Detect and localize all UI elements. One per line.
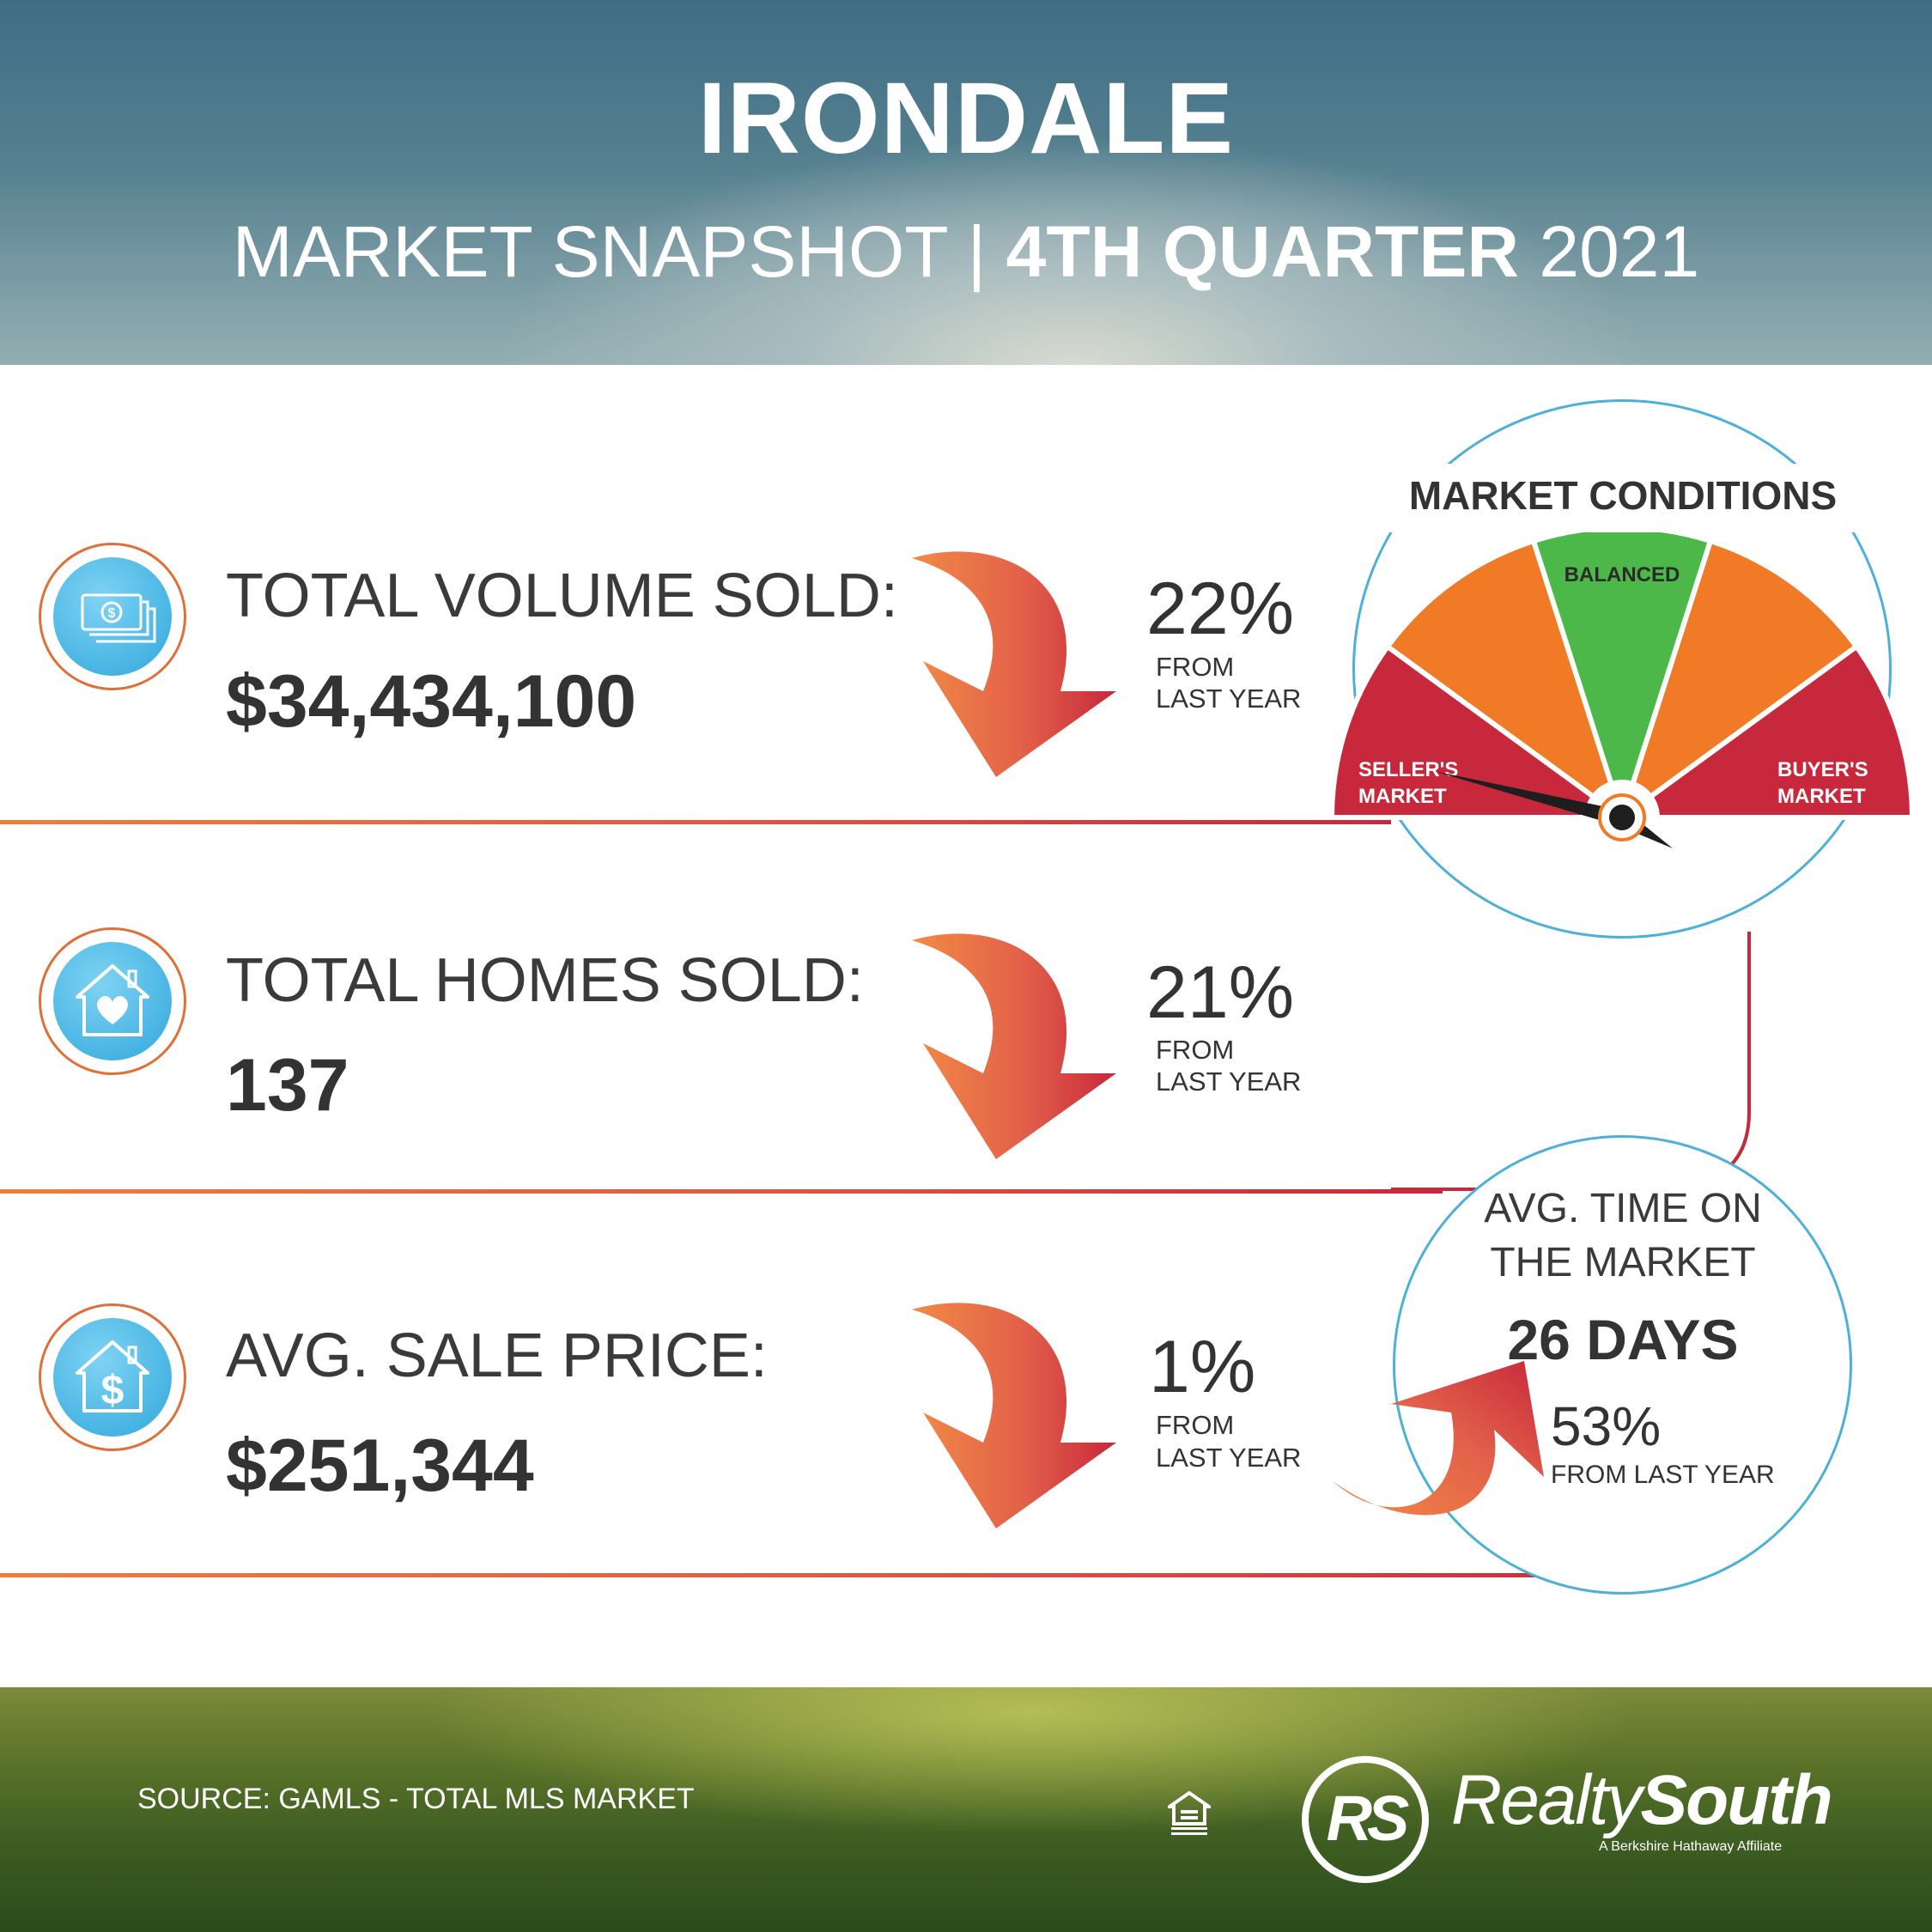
gauge-label-sellers-2: MARKET [1358,785,1447,808]
gauge-label-balanced: BALANCED [1564,563,1680,586]
total-homes-value: 137 [226,1044,349,1127]
total-homes-from: FROM [1156,1035,1235,1065]
subtitle-text: MARKET SNAPSHOT | [232,211,1006,292]
house-dollar-icon: $ [39,1303,186,1451]
row-divider [0,1189,1443,1194]
avg-sale-price-change: 1% [1149,1326,1256,1408]
time-on-market-label-2: THE MARKET [1490,1240,1756,1285]
total-volume-change: 22% [1146,568,1295,650]
brand-name: RealtySouth [1451,1760,1833,1841]
market-conditions-title: MARKET CONDITIONS [1408,473,1838,518]
money-icon: $ [39,543,186,690]
svg-text:$: $ [101,1368,125,1413]
svg-text:$: $ [108,606,116,621]
avg-sale-price-label: AVG. SALE PRICE: [226,1321,768,1390]
gauge-label-buyers-2: MARKET [1777,785,1866,808]
row-divider [0,820,1391,824]
brand-tagline: A Berkshire Hathaway Affiliate [1599,1839,1783,1854]
page-subtitle: MARKET SNAPSHOT | 4TH QUARTER 2021 [0,210,1932,294]
gauge-label-buyers-1: BUYER'S [1777,758,1868,781]
time-on-market-value: 26 DAYS [1507,1308,1739,1371]
brand-name-bold: South [1640,1761,1832,1839]
avg-sale-price-last-year: LAST YEAR [1156,1443,1302,1473]
equal-housing-icon [1168,1791,1211,1835]
row-divider [0,1573,1700,1577]
time-on-market-change: 53% [1551,1395,1662,1457]
subtitle-year: 2021 [1519,211,1700,292]
total-volume-from: FROM [1156,652,1235,682]
rs-logo-icon [1302,1756,1429,1883]
total-homes-change: 21% [1146,951,1295,1034]
down-arrow-icon [912,933,1116,1159]
source-note: SOURCE: GAMLS - TOTAL MLS MARKET [137,1783,695,1815]
total-volume-value: $34,434,100 [226,660,637,743]
down-arrow-icon [912,551,1116,777]
market-gauge: BALANCED SELLER'S MARKET BUYER'S MARKET [1331,532,1915,855]
rs-logo-letters: RS [1326,1783,1410,1854]
up-arrow-icon [1333,1361,1544,1516]
time-on-market-circle [1393,1135,1852,1595]
footer-banner [0,1687,1932,1932]
down-arrow-icon [912,1303,1116,1528]
gauge-title-backdrop [1374,464,1872,532]
total-volume-last-year: LAST YEAR [1156,683,1302,714]
time-on-market-from-last-year: FROM LAST YEAR [1551,1461,1775,1489]
total-volume-label: TOTAL VOLUME SOLD: [226,562,898,630]
subtitle-quarter: 4TH QUARTER [1005,211,1520,292]
total-homes-label: TOTAL HOMES SOLD: [226,946,864,1015]
time-on-market-label-1: AVG. TIME ON [1484,1186,1762,1231]
house-heart-icon [39,927,186,1075]
avg-sale-price-value: $251,344 [226,1425,534,1507]
avg-sale-price-from: FROM [1156,1410,1235,1440]
header-banner [0,0,1932,365]
gauge-label-sellers-1: SELLER'S [1358,758,1458,781]
brand-name-light: Realty [1451,1761,1642,1839]
total-homes-last-year: LAST YEAR [1156,1066,1302,1097]
page-title: IRONDALE [697,62,1235,175]
